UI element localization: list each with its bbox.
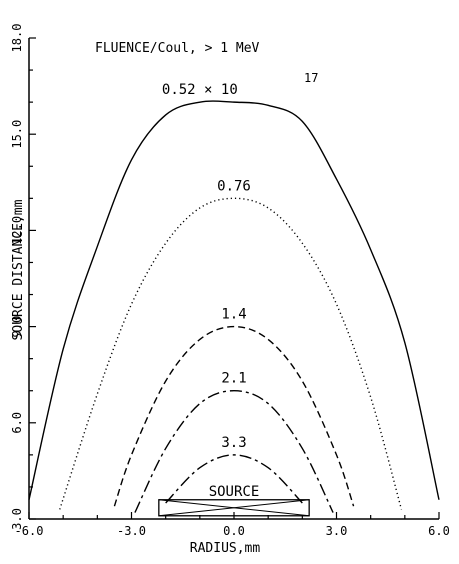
contour-label-3: 2.1	[221, 371, 246, 387]
x-tick-label: 6.0	[428, 524, 450, 538]
source-label: SOURCE	[209, 484, 260, 500]
x-axis-title: RADIUS,mm	[190, 541, 261, 556]
y-tick-label: 18.0	[10, 24, 24, 53]
contour-label-0: 0.52 × 10	[162, 82, 238, 98]
contour-series	[28, 100, 440, 513]
y-axis-title: SOURCE DISTANCE,mm	[11, 199, 26, 340]
y-tick-label: 6.0	[10, 412, 24, 434]
tick-marks	[28, 37, 440, 520]
y-tick-label: 15.0	[10, 120, 24, 149]
chart-title: FLUENCE/Coul, > 1 MeV	[95, 41, 260, 56]
contour-labels: 0.52 × 10 0.76 1.4 2.1 3.3	[162, 82, 251, 451]
x-tick-label: -3.0	[117, 524, 146, 538]
source-rect	[158, 499, 310, 517]
exponent-label: 17	[304, 71, 318, 85]
contour-label-2: 1.4	[221, 307, 246, 323]
y-tick-label: 3.0	[10, 508, 24, 530]
y-tick-label: 9.0	[10, 316, 24, 338]
source-cross-b	[158, 499, 310, 517]
contour-line-0	[28, 100, 440, 500]
x-tick-labels: -6.0 -3.0 0.0 3.0 6.0	[15, 524, 450, 538]
x-tick-label: 3.0	[326, 524, 348, 538]
contour-line-4	[165, 454, 303, 504]
contour-line-2	[113, 325, 355, 507]
source-box: SOURCE	[158, 484, 310, 517]
contour-label-4: 3.3	[221, 435, 246, 451]
contour-line-3	[134, 390, 334, 513]
x-tick-label: -6.0	[15, 524, 44, 538]
y-tick-labels: 3.0 6.0 9.0 12.0 15.0 18.0	[10, 24, 24, 530]
contour-label-1: 0.76	[217, 178, 251, 194]
y-tick-label: 12.0	[10, 216, 24, 245]
contour-line-1	[59, 197, 403, 510]
x-tick-label: 0.0	[223, 524, 245, 538]
